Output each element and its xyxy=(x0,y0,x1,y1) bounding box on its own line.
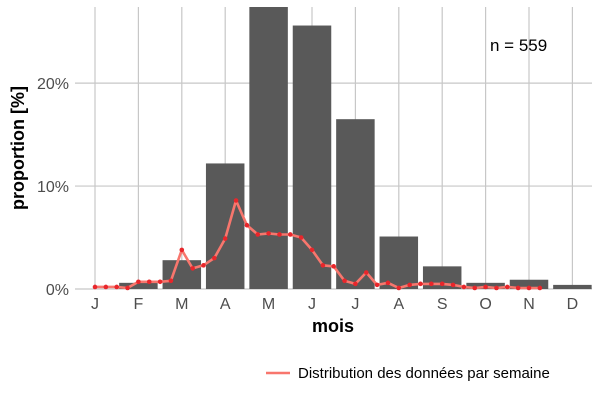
series-point xyxy=(483,284,488,290)
x-tick-label: S xyxy=(437,296,448,313)
bar xyxy=(553,284,592,289)
y-axis-ticks: 0% 10% 20% xyxy=(37,76,69,299)
x-tick-label: A xyxy=(393,296,404,313)
series-point xyxy=(103,284,109,290)
bar xyxy=(205,163,245,289)
series-point xyxy=(298,235,304,240)
series-point xyxy=(396,285,402,291)
series-point xyxy=(526,285,532,291)
series-point xyxy=(114,284,119,290)
series-point xyxy=(472,285,478,291)
series-point xyxy=(494,285,499,291)
series-point xyxy=(179,247,185,253)
series-point xyxy=(537,285,543,291)
bar xyxy=(336,119,375,289)
series-point xyxy=(244,222,250,228)
series-point xyxy=(255,232,261,237)
y-tick-label: 10% xyxy=(37,179,69,196)
x-tick-label: M xyxy=(175,296,188,313)
series-point xyxy=(136,279,141,285)
y-tick-label: 0% xyxy=(46,282,69,299)
series-point xyxy=(212,255,217,261)
bar xyxy=(162,260,202,289)
bar xyxy=(249,7,288,289)
legend-label: Distribution des données par semaine xyxy=(298,365,550,382)
series-point xyxy=(450,282,456,288)
x-tick-label: A xyxy=(220,296,231,313)
series-point xyxy=(146,279,152,285)
series-point xyxy=(288,232,293,237)
y-tick-label: 20% xyxy=(37,76,69,93)
x-tick-label: M xyxy=(262,296,275,313)
x-tick-label: J xyxy=(351,296,359,313)
series-point xyxy=(168,278,174,284)
bar xyxy=(292,25,332,290)
series-point xyxy=(157,279,163,285)
series-point xyxy=(407,282,412,288)
y-axis-title: proportion [%] xyxy=(8,86,28,210)
series-point xyxy=(201,263,206,268)
series-point xyxy=(331,264,337,269)
legend: Distribution des données par semaine xyxy=(266,365,550,382)
x-tick-label: J xyxy=(91,296,99,313)
series-point xyxy=(320,263,326,268)
x-tick-label: F xyxy=(134,296,144,313)
series-point xyxy=(439,281,445,287)
bar xyxy=(119,282,158,289)
annotation-n: n = 559 xyxy=(490,36,547,55)
series-point xyxy=(125,285,130,291)
series-point xyxy=(277,232,282,237)
series-point xyxy=(505,284,510,290)
series-point xyxy=(222,236,228,241)
series-point xyxy=(353,281,358,287)
series-point xyxy=(374,282,380,288)
series-point xyxy=(190,266,195,271)
x-tick-label: J xyxy=(308,296,316,313)
series-point xyxy=(429,281,434,287)
series-point xyxy=(266,231,271,236)
x-tick-label: D xyxy=(567,296,579,313)
bar xyxy=(379,236,419,289)
x-axis-title: mois xyxy=(312,316,354,336)
series-point xyxy=(385,280,391,286)
series-point xyxy=(461,284,467,290)
series-point xyxy=(515,285,521,291)
series-point xyxy=(418,281,423,287)
x-tick-label: N xyxy=(523,296,535,313)
bars xyxy=(119,7,592,290)
series-point xyxy=(309,247,315,253)
series-point xyxy=(363,270,369,275)
x-tick-label: O xyxy=(479,296,491,313)
series-point xyxy=(342,278,347,284)
bar xyxy=(509,279,549,289)
series-point xyxy=(233,198,239,203)
series-point xyxy=(92,284,98,290)
weekly-line-series xyxy=(92,198,543,291)
